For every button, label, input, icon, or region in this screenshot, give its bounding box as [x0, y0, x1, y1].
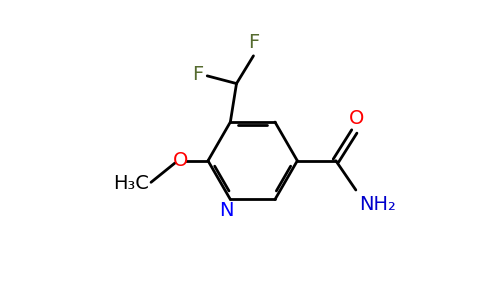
Text: H₃C: H₃C [114, 174, 150, 193]
Text: O: O [349, 109, 364, 128]
Text: F: F [249, 33, 260, 52]
Text: O: O [173, 151, 188, 170]
Text: NH₂: NH₂ [359, 195, 396, 214]
Text: F: F [192, 65, 203, 84]
Text: N: N [219, 201, 234, 220]
